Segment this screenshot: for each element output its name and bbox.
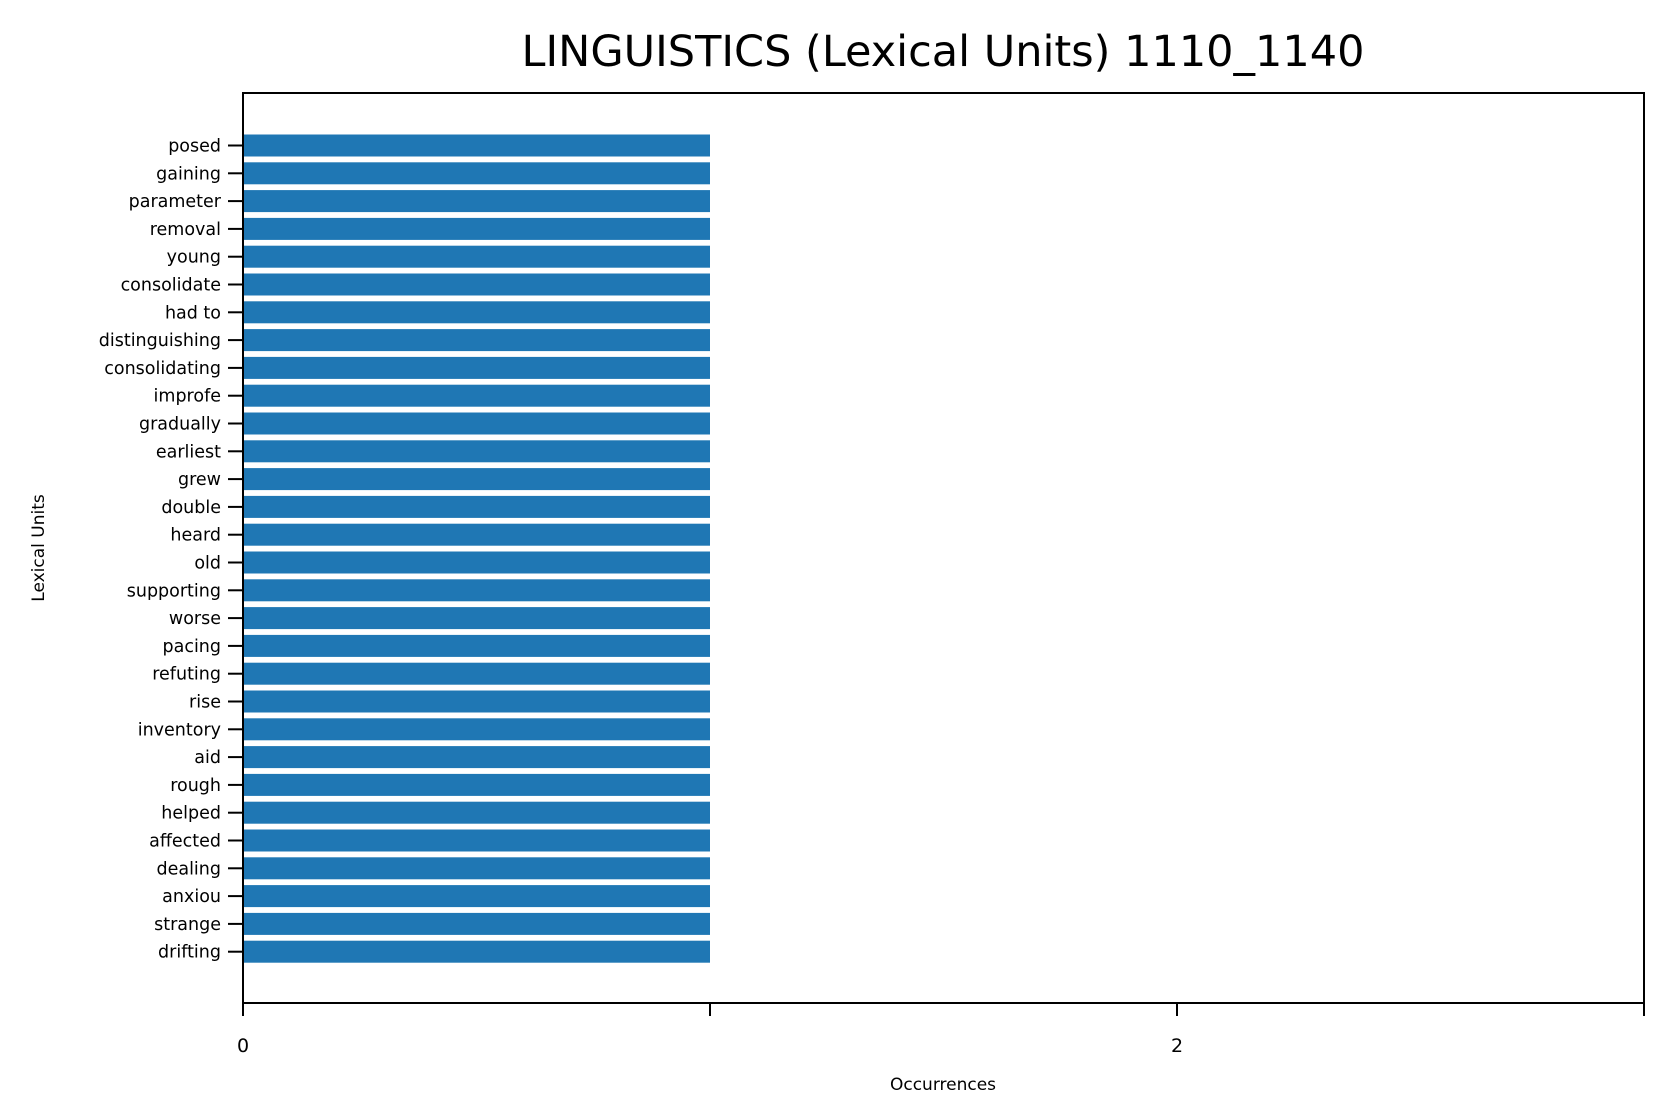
y-tick-label: inventory <box>138 720 221 740</box>
y-tick-label: heard <box>170 526 221 546</box>
bar <box>243 552 710 574</box>
bar <box>243 774 710 796</box>
bar <box>243 941 710 963</box>
y-tick-label: young <box>167 248 221 268</box>
bar <box>243 746 710 768</box>
y-tick-label: pacing <box>162 637 221 657</box>
chart-title: LINGUISTICS (Lexical Units) 1110_1140 <box>522 27 1365 77</box>
y-tick-label: posed <box>168 137 221 157</box>
bar <box>243 635 710 657</box>
bar <box>243 329 710 351</box>
y-tick-label: grew <box>178 470 221 490</box>
y-tick-label: helped <box>161 804 221 824</box>
bar <box>243 579 710 601</box>
y-tick-label: improfe <box>154 387 221 407</box>
bar <box>243 524 710 546</box>
y-tick-label: aid <box>194 748 221 768</box>
x-tick-label: 2 <box>1171 1035 1183 1057</box>
y-tick-label: strange <box>154 915 221 935</box>
y-tick-label: gradually <box>139 415 221 435</box>
bar <box>243 802 710 824</box>
bar <box>243 162 710 184</box>
bar <box>243 357 710 379</box>
y-tick-label: old <box>194 554 221 574</box>
bar <box>243 274 710 296</box>
y-axis-label: Lexical Units <box>29 494 49 602</box>
y-tick-label: parameter <box>129 192 222 212</box>
y-ticks-group: posed gaining parameter removal young consoli… <box>99 137 243 963</box>
y-tick-label: consolidating <box>104 359 221 379</box>
y-tick-label: had to <box>165 303 221 323</box>
y-tick-label: consolidate <box>121 276 221 296</box>
bar <box>243 857 710 879</box>
bar <box>243 885 710 907</box>
y-tick-label: refuting <box>152 665 221 685</box>
y-tick-label: dealing <box>156 859 221 879</box>
bar <box>243 218 710 240</box>
bar <box>243 496 710 518</box>
y-tick-label: double <box>161 498 221 518</box>
x-tick-label: 0 <box>237 1035 249 1057</box>
bar <box>243 385 710 407</box>
bar <box>243 301 710 323</box>
x-axis-label: Occurrences <box>890 1075 996 1095</box>
y-tick-label: gaining <box>156 164 221 184</box>
y-tick-label: removal <box>150 220 221 240</box>
y-tick-label: drifting <box>158 943 221 963</box>
bar <box>243 190 710 212</box>
bar <box>243 246 710 268</box>
y-tick-label: supporting <box>127 581 221 601</box>
bar <box>243 135 710 157</box>
y-tick-label: rough <box>170 776 221 796</box>
bar <box>243 663 710 685</box>
y-tick-label: distinguishing <box>99 331 221 351</box>
y-tick-label: worse <box>169 609 221 629</box>
bar <box>243 718 710 740</box>
y-tick-label: anxiou <box>162 887 221 907</box>
bar <box>243 691 710 713</box>
bar <box>243 913 710 935</box>
bar <box>243 468 710 490</box>
y-tick-label: affected <box>149 832 221 852</box>
y-tick-label: earliest <box>156 442 221 462</box>
bars-group <box>243 135 710 963</box>
bar <box>243 413 710 435</box>
bar <box>243 440 710 462</box>
bar <box>243 607 710 629</box>
bar <box>243 830 710 852</box>
y-tick-label: rise <box>189 693 221 713</box>
